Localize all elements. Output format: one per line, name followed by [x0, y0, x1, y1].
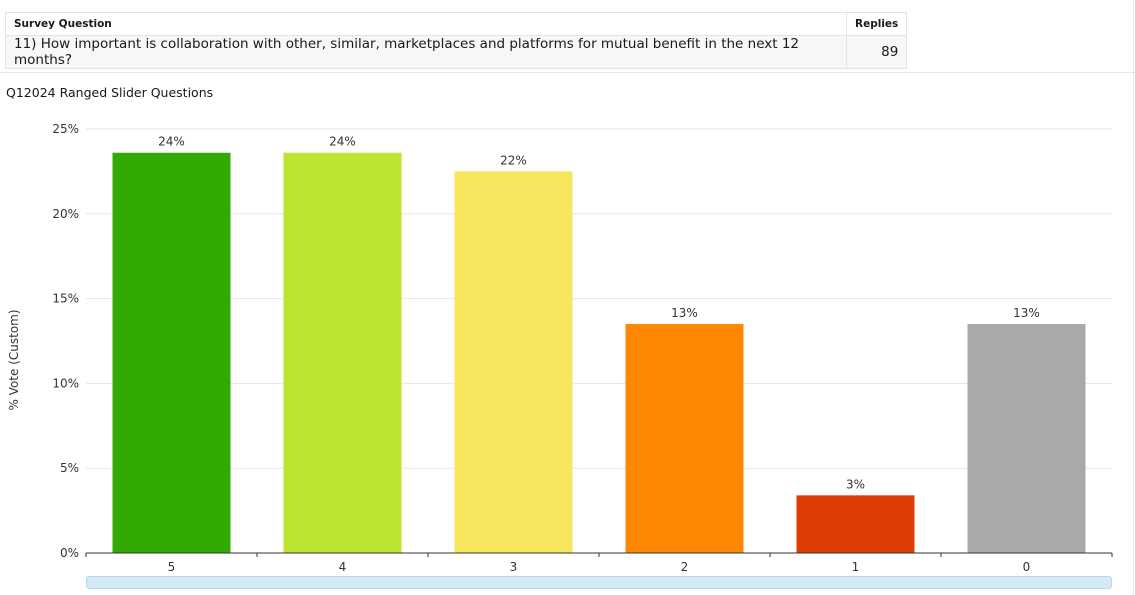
- x-tick-label: 4: [339, 560, 347, 574]
- y-tick-label: 10%: [52, 376, 79, 390]
- grid-lines: [86, 128, 1112, 469]
- x-tick-label: 2: [681, 560, 689, 574]
- bar-5[interactable]: [112, 152, 231, 553]
- data-label: 3%: [846, 477, 865, 491]
- replies-count: 89: [845, 35, 908, 69]
- data-label: 13%: [671, 306, 698, 320]
- y-tick-label: 25%: [52, 122, 79, 136]
- survey-question-header[interactable]: Survey Question: [5, 12, 847, 36]
- x-tick-label: 0: [1023, 560, 1031, 574]
- chart-title: Q12024 Ranged Slider Questions: [6, 85, 214, 100]
- y-tick-label: 15%: [52, 292, 79, 306]
- bar-2[interactable]: [625, 324, 744, 553]
- bar-3[interactable]: [454, 171, 573, 553]
- horizontal-scrollbar[interactable]: [86, 576, 1112, 589]
- y-tick-label: 5%: [60, 461, 79, 475]
- survey-table: Survey Question Replies 11) How importan…: [5, 12, 908, 69]
- axes: 0% 5% 10% 15% 20% 25% 5 4 3 2 1 0: [52, 122, 1113, 574]
- x-tick-label: 5: [168, 560, 176, 574]
- data-label: 24%: [329, 135, 356, 149]
- table-header-row: Survey Question Replies: [5, 12, 908, 36]
- data-label: 13%: [1013, 306, 1040, 320]
- table-row: 11) How important is collaboration with …: [5, 35, 908, 69]
- bar-0[interactable]: [967, 324, 1086, 553]
- y-axis-title: % Vote (Custom): [7, 309, 21, 410]
- data-labels: 24% 24% 22% 13% 3% 13%: [158, 135, 1040, 492]
- y-tick-label: 0%: [60, 546, 79, 560]
- bar-1[interactable]: [796, 495, 915, 553]
- data-label: 24%: [158, 135, 185, 149]
- data-label: 22%: [500, 153, 527, 167]
- survey-question-text: 11) How important is collaboration with …: [5, 35, 847, 69]
- bar-4[interactable]: [283, 152, 402, 553]
- bars: [112, 152, 1086, 553]
- x-tick-label: 3: [510, 560, 518, 574]
- y-tick-label: 20%: [52, 207, 79, 221]
- x-tick-label: 1: [852, 560, 860, 574]
- panel-edge: [1133, 0, 1134, 595]
- section-divider: [0, 72, 1135, 73]
